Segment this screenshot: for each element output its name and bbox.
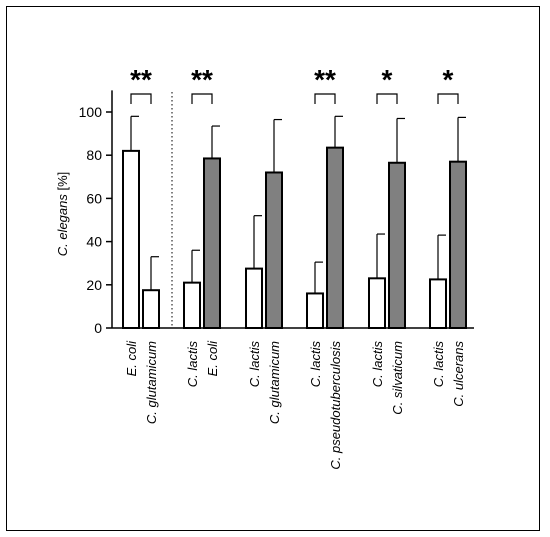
bar — [122, 149, 140, 329]
bar — [142, 289, 160, 330]
category-label: C. ulcerans — [451, 341, 466, 407]
significance-bracket — [437, 93, 459, 104]
bar — [388, 161, 406, 329]
bar — [265, 171, 283, 329]
category-label: C. glutamicum — [144, 341, 159, 424]
y-tick-label: 20 — [86, 277, 102, 293]
category-label: E. coli — [205, 340, 220, 377]
significance-label: ** — [191, 64, 213, 95]
category-label: E. coli — [124, 340, 139, 377]
category-label: C. glutamicum — [267, 341, 282, 424]
category-label: C. pseudotuberculosis — [328, 341, 343, 470]
significance-label: ** — [130, 64, 152, 95]
significance-bracket — [314, 93, 336, 104]
bar — [183, 281, 201, 330]
bar — [326, 146, 344, 329]
y-axis-label: C. elegans [%] — [55, 172, 70, 257]
significance-label: * — [382, 64, 393, 95]
bar — [306, 292, 324, 330]
bar — [368, 277, 386, 330]
category-label: C. lactis — [247, 341, 262, 388]
y-tick-label: 60 — [86, 190, 102, 206]
bars: E. coli C. glutamicum**C. lactis E. coli**… — [122, 64, 467, 470]
significance-label: * — [443, 64, 454, 95]
category-label: C. lactis — [370, 341, 385, 388]
category-label: C. lactis — [308, 341, 323, 388]
significance-label: ** — [314, 64, 336, 95]
y-axis: 0 20 40 60 80 100 — [79, 90, 113, 336]
category-label: C. lactis — [185, 341, 200, 388]
category-label: C. lactis — [431, 341, 446, 388]
bar — [203, 157, 221, 329]
bar — [429, 278, 447, 329]
y-tick-label: 80 — [86, 147, 102, 163]
y-axis-label-unit: [%] — [55, 172, 70, 191]
bar — [449, 160, 467, 329]
y-axis-label-species: C. elegans — [55, 194, 70, 257]
significance-bracket — [191, 93, 213, 104]
y-tick-label: 0 — [94, 320, 102, 336]
category-label: C. silvaticum — [390, 341, 405, 415]
significance-bracket — [130, 93, 152, 104]
y-tick-label: 100 — [79, 104, 103, 120]
significance-bracket — [376, 93, 398, 104]
bar — [245, 267, 263, 330]
y-tick-label: 40 — [86, 234, 102, 250]
